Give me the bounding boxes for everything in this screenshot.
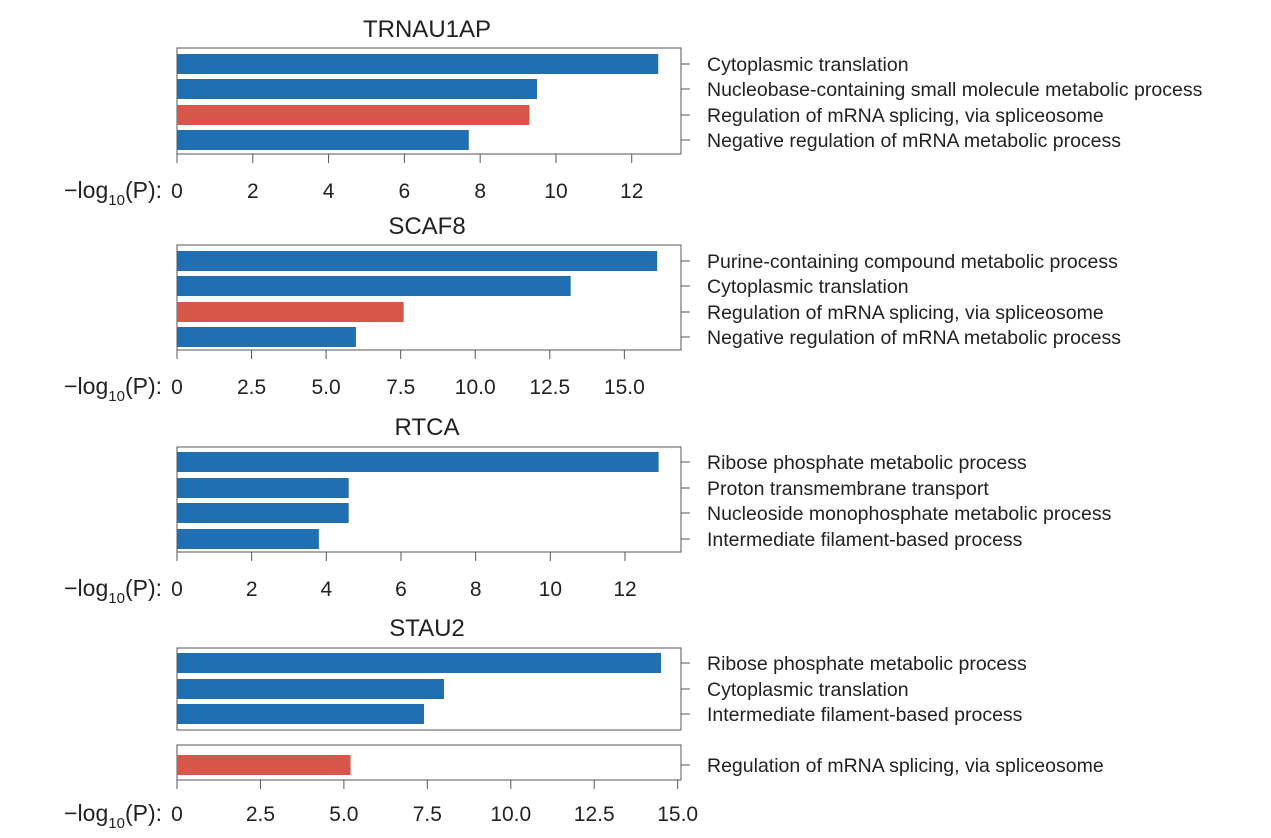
x-axis-label-main: −log	[64, 373, 108, 399]
category-label: Ribose phosphate metabolic process	[707, 653, 1027, 675]
plot-frame	[176, 446, 682, 553]
x-axis-label-subscript: 10	[108, 815, 125, 832]
category-label: Proton transmembrane transport	[707, 478, 989, 500]
x-tick-label: 10.0	[490, 803, 531, 826]
x-tick-label: 10.0	[455, 376, 496, 399]
bar	[177, 653, 661, 673]
x-tick-label: 7.5	[413, 803, 442, 826]
bar	[177, 251, 658, 271]
x-tick-label: 8	[470, 578, 482, 601]
bar	[177, 54, 659, 74]
x-tick-label: 0	[171, 578, 183, 601]
category-label: Nucleoside monophosphate metabolic proce…	[707, 503, 1112, 525]
category-label: Negative regulation of mRNA metabolic pr…	[707, 327, 1121, 349]
x-tick-label: 8	[474, 180, 486, 203]
x-tick-label: 2	[247, 180, 259, 203]
category-label: Regulation of mRNA splicing, via spliceo…	[707, 302, 1104, 324]
x-axis-label: −log10(P):	[64, 800, 162, 832]
x-axis-label-suffix: (P):	[125, 177, 162, 203]
category-label: Purine-containing compound metabolic pro…	[707, 251, 1118, 273]
category-label: Nucleobase-containing small molecule met…	[707, 79, 1203, 101]
category-label: Negative regulation of mRNA metabolic pr…	[707, 130, 1121, 152]
bar	[177, 679, 445, 699]
bar	[177, 276, 571, 296]
x-tick-label: 2.5	[237, 376, 266, 399]
x-axis-label-subscript: 10	[108, 388, 125, 405]
bar	[177, 130, 469, 150]
chart-title: TRNAU1AP	[363, 16, 491, 43]
x-tick-label: 12	[613, 578, 636, 601]
chart-title: RTCA	[395, 414, 460, 441]
category-label: Cytoplasmic translation	[707, 276, 909, 298]
category-label: Ribose phosphate metabolic process	[707, 452, 1027, 474]
bar	[177, 452, 659, 472]
category-label: Cytoplasmic translation	[707, 679, 909, 701]
x-tick-label: 15.0	[657, 803, 698, 826]
chart-title: SCAF8	[388, 213, 465, 240]
x-tick-label: 4	[323, 180, 335, 203]
x-axis-label-suffix: (P):	[125, 575, 162, 601]
bar	[177, 704, 424, 724]
bar	[177, 529, 319, 549]
x-tick-label: 15.0	[604, 376, 645, 399]
bar	[177, 105, 530, 125]
x-axis-label-main: −log	[64, 800, 108, 826]
x-axis-label-suffix: (P):	[125, 373, 162, 399]
x-tick-label: 7.5	[386, 376, 415, 399]
x-tick-label: 6	[399, 180, 411, 203]
bar	[177, 79, 537, 99]
x-axis-label: −log10(P):	[64, 575, 162, 607]
x-tick-label: 6	[395, 578, 407, 601]
chart-panel-scaf8: SCAF8 Purine-containing compound metaboli…	[64, 213, 1121, 405]
x-tick-label: 12.5	[574, 803, 615, 826]
x-tick-label: 2.5	[246, 803, 275, 826]
category-label: Regulation of mRNA splicing, via spliceo…	[707, 105, 1104, 127]
plot-frame	[176, 244, 682, 351]
x-tick-label: 0	[171, 376, 183, 399]
bar	[177, 327, 356, 347]
x-axis-label-subscript: 10	[108, 192, 125, 209]
x-axis-label-suffix: (P):	[125, 800, 162, 826]
bar	[177, 478, 349, 498]
chart-title: STAU2	[389, 615, 465, 642]
category-label: Intermediate filament-based process	[707, 704, 1023, 726]
bar	[177, 755, 351, 775]
x-tick-label: 10	[544, 180, 567, 203]
x-tick-label: 5.0	[312, 376, 341, 399]
plot-frame	[176, 47, 682, 155]
bar	[177, 302, 404, 322]
x-tick-label: 12.5	[529, 376, 570, 399]
x-tick-label: 12	[620, 180, 643, 203]
x-tick-label: 0	[171, 180, 183, 203]
bar	[177, 503, 349, 523]
category-label: Regulation of mRNA splicing, via spliceo…	[707, 755, 1104, 777]
category-label: Cytoplasmic translation	[707, 54, 909, 76]
x-axis-label-main: −log	[64, 575, 108, 601]
x-axis-label: −log10(P):	[64, 177, 162, 209]
x-tick-label: 4	[320, 578, 332, 601]
x-tick-label: 5.0	[329, 803, 358, 826]
x-axis-label-subscript: 10	[108, 590, 125, 607]
x-axis-label-main: −log	[64, 177, 108, 203]
category-label: Intermediate filament-based process	[707, 529, 1023, 551]
x-tick-label: 0	[171, 803, 183, 826]
x-tick-label: 10	[539, 578, 562, 601]
x-tick-label: 2	[246, 578, 258, 601]
chart-panel-rtca: RTCA Ribose phosphate metabolic process Pr…	[64, 414, 1111, 607]
chart-panel-trnau1ap: TRNAU1AP Cytoplasmic translation Nucleobas…	[64, 16, 1202, 209]
x-axis-label: −log10(P):	[64, 373, 162, 405]
chart-panel-stau2: STAU2 Ribose phosphate metabolic process C…	[64, 615, 1104, 832]
